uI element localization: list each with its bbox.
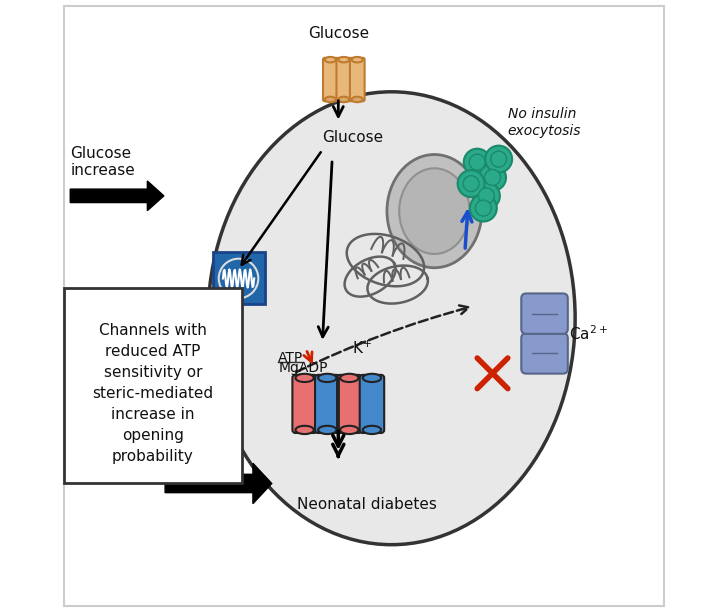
Ellipse shape: [296, 426, 314, 434]
FancyBboxPatch shape: [64, 288, 242, 483]
Ellipse shape: [352, 57, 363, 62]
FancyBboxPatch shape: [213, 253, 264, 305]
Text: Neonatal diabetes: Neonatal diabetes: [297, 498, 437, 512]
Circle shape: [475, 200, 491, 216]
Text: No insulin
exocytosis: No insulin exocytosis: [508, 107, 582, 138]
Text: ATP: ATP: [278, 351, 304, 365]
Circle shape: [470, 154, 485, 170]
Circle shape: [479, 164, 506, 191]
Circle shape: [463, 176, 479, 192]
FancyBboxPatch shape: [521, 334, 568, 373]
Ellipse shape: [340, 426, 358, 434]
FancyBboxPatch shape: [323, 58, 338, 102]
Circle shape: [464, 149, 491, 176]
Ellipse shape: [363, 374, 381, 382]
FancyBboxPatch shape: [350, 58, 365, 102]
Circle shape: [478, 188, 494, 204]
Text: Glucose: Glucose: [323, 130, 384, 145]
FancyBboxPatch shape: [337, 375, 362, 433]
Ellipse shape: [325, 57, 336, 62]
Circle shape: [485, 146, 512, 173]
Circle shape: [473, 182, 500, 209]
Text: Glucose: Glucose: [308, 26, 369, 41]
FancyArrow shape: [165, 463, 272, 504]
Ellipse shape: [387, 155, 482, 268]
FancyArrow shape: [70, 181, 164, 211]
Ellipse shape: [363, 426, 381, 434]
Ellipse shape: [339, 57, 349, 62]
Text: Channels with
reduced ATP
sensitivity or
steric-mediated
increase in
opening
pro: Channels with reduced ATP sensitivity or…: [92, 323, 213, 464]
FancyBboxPatch shape: [64, 6, 664, 606]
Ellipse shape: [318, 374, 336, 382]
Circle shape: [485, 170, 500, 185]
Ellipse shape: [296, 374, 314, 382]
Circle shape: [458, 170, 485, 197]
Ellipse shape: [318, 426, 336, 434]
Ellipse shape: [352, 97, 363, 102]
Text: K$^{+}$: K$^{+}$: [352, 340, 372, 357]
Ellipse shape: [399, 168, 470, 254]
Text: MgADP: MgADP: [278, 362, 328, 375]
Circle shape: [470, 195, 496, 222]
FancyBboxPatch shape: [521, 294, 568, 334]
FancyBboxPatch shape: [336, 58, 351, 102]
FancyBboxPatch shape: [315, 375, 339, 433]
Ellipse shape: [208, 92, 575, 545]
FancyBboxPatch shape: [360, 375, 384, 433]
Ellipse shape: [339, 97, 349, 102]
Text: Ca$^{2+}$: Ca$^{2+}$: [569, 324, 608, 343]
FancyBboxPatch shape: [293, 375, 317, 433]
Text: Glucose
increase: Glucose increase: [70, 146, 135, 178]
Circle shape: [491, 151, 507, 167]
Ellipse shape: [340, 374, 358, 382]
Ellipse shape: [325, 97, 336, 102]
